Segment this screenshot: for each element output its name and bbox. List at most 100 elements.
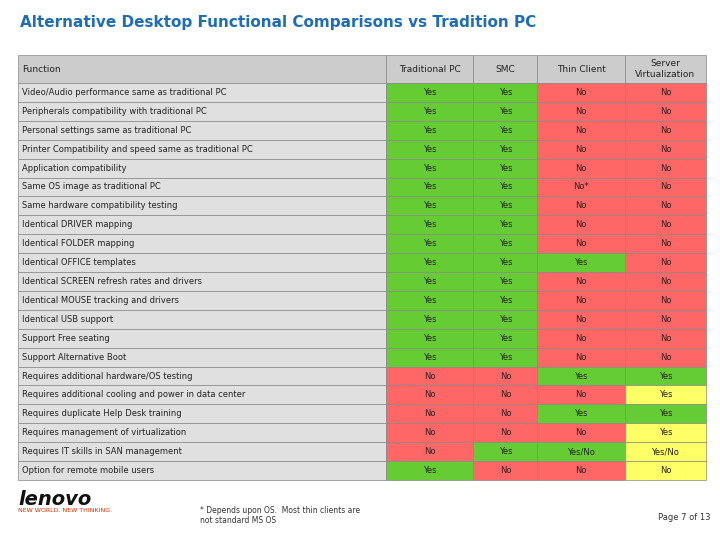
Text: Yes: Yes (423, 183, 436, 192)
Text: Yes: Yes (423, 239, 436, 248)
Text: Yes: Yes (499, 126, 512, 135)
Text: Yes: Yes (499, 447, 512, 456)
Text: Yes/No: Yes/No (652, 447, 680, 456)
Bar (625, 55, 706, 83)
Text: No: No (424, 428, 436, 437)
Bar (386, 367, 474, 386)
Bar (537, 178, 625, 197)
Text: No: No (424, 447, 436, 456)
Text: No: No (500, 409, 511, 418)
Bar (625, 367, 706, 386)
Text: No: No (660, 239, 671, 248)
Text: No: No (660, 466, 671, 475)
Text: Yes: Yes (499, 183, 512, 192)
Bar (18, 215, 386, 234)
Text: No: No (660, 107, 671, 116)
Text: Yes: Yes (423, 277, 436, 286)
Bar (537, 197, 625, 215)
Bar (386, 348, 474, 367)
Text: Yes: Yes (499, 258, 512, 267)
Text: SMC: SMC (495, 64, 516, 73)
Bar (474, 140, 537, 159)
Bar (537, 442, 625, 461)
Bar (537, 83, 625, 102)
Text: No: No (660, 88, 671, 97)
Bar (18, 55, 386, 83)
Text: No: No (575, 164, 587, 173)
Text: No: No (575, 126, 587, 135)
Bar (386, 234, 474, 253)
Bar (474, 121, 537, 140)
Text: No: No (660, 183, 671, 192)
Text: Support Alternative Boot: Support Alternative Boot (22, 353, 126, 362)
Bar (537, 423, 625, 442)
Text: No: No (660, 258, 671, 267)
Text: Requires additional cooling and power in data center: Requires additional cooling and power in… (22, 390, 246, 400)
Bar (386, 310, 474, 329)
Bar (625, 291, 706, 310)
Bar (537, 367, 625, 386)
Bar (18, 102, 386, 121)
Text: Yes: Yes (659, 409, 672, 418)
Text: No: No (575, 145, 587, 154)
Bar (625, 140, 706, 159)
Bar (625, 442, 706, 461)
Bar (18, 234, 386, 253)
Text: Yes/No: Yes/No (567, 447, 595, 456)
Text: No: No (500, 428, 511, 437)
Bar (625, 404, 706, 423)
Bar (386, 178, 474, 197)
Bar (537, 140, 625, 159)
Bar (474, 272, 537, 291)
Bar (625, 121, 706, 140)
Text: No: No (660, 220, 671, 230)
Text: No: No (575, 277, 587, 286)
Text: Yes: Yes (423, 258, 436, 267)
Text: Yes: Yes (499, 145, 512, 154)
Bar (537, 329, 625, 348)
Text: No: No (660, 164, 671, 173)
Text: No: No (575, 353, 587, 362)
Bar (474, 404, 537, 423)
Bar (18, 159, 386, 178)
Text: No: No (660, 315, 671, 324)
Text: Yes: Yes (499, 88, 512, 97)
Bar (537, 404, 625, 423)
Bar (537, 291, 625, 310)
Bar (537, 348, 625, 367)
Bar (386, 253, 474, 272)
Text: Yes: Yes (575, 372, 588, 381)
Bar (386, 423, 474, 442)
Text: Yes: Yes (423, 107, 436, 116)
Text: Requires duplicate Help Desk training: Requires duplicate Help Desk training (22, 409, 181, 418)
Text: Yes: Yes (423, 315, 436, 324)
Bar (474, 423, 537, 442)
Bar (18, 83, 386, 102)
Bar (386, 55, 474, 83)
Bar (474, 102, 537, 121)
Text: Yes: Yes (499, 315, 512, 324)
Text: Identical DRIVER mapping: Identical DRIVER mapping (22, 220, 132, 230)
Bar (537, 102, 625, 121)
Text: No: No (660, 296, 671, 305)
Bar (474, 329, 537, 348)
Bar (386, 121, 474, 140)
Bar (386, 83, 474, 102)
Bar (474, 386, 537, 404)
Text: Application compatibility: Application compatibility (22, 164, 127, 173)
Bar (625, 253, 706, 272)
Text: No: No (660, 353, 671, 362)
Bar (625, 461, 706, 480)
Text: Yes: Yes (423, 220, 436, 230)
Bar (386, 140, 474, 159)
Bar (18, 253, 386, 272)
Bar (474, 234, 537, 253)
Text: No: No (575, 315, 587, 324)
Bar (386, 197, 474, 215)
Text: Yes: Yes (499, 353, 512, 362)
Text: Thin Client: Thin Client (557, 64, 606, 73)
Text: Yes: Yes (499, 334, 512, 343)
Bar (474, 178, 537, 197)
Text: Yes: Yes (659, 428, 672, 437)
Bar (386, 291, 474, 310)
